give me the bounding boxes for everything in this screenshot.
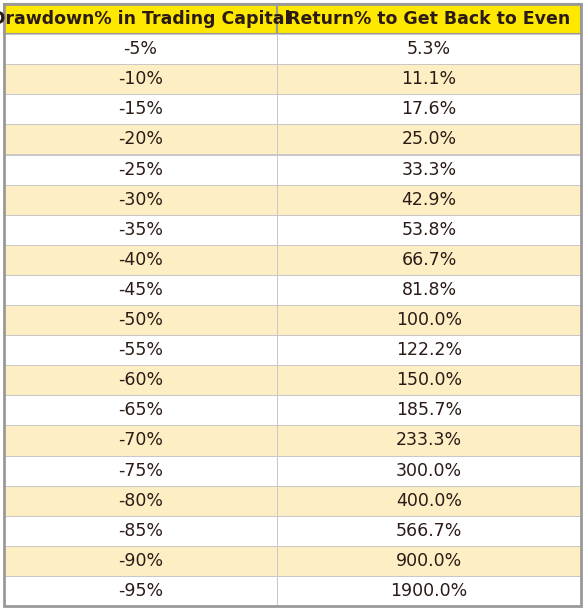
Text: 900.0%: 900.0% bbox=[396, 552, 462, 570]
Bar bbox=[277, 64, 581, 95]
Text: 11.1%: 11.1% bbox=[401, 70, 456, 88]
Bar bbox=[4, 185, 277, 215]
Text: -10%: -10% bbox=[118, 70, 163, 88]
Bar bbox=[4, 486, 277, 515]
Bar bbox=[277, 515, 581, 546]
Bar bbox=[4, 305, 277, 335]
Bar bbox=[4, 275, 277, 305]
Bar bbox=[277, 305, 581, 335]
Bar bbox=[4, 95, 277, 124]
Bar bbox=[277, 456, 581, 486]
Bar bbox=[277, 95, 581, 124]
Bar bbox=[277, 34, 581, 64]
Text: 100.0%: 100.0% bbox=[396, 311, 462, 329]
Bar bbox=[277, 395, 581, 425]
Bar bbox=[4, 64, 277, 95]
Bar bbox=[4, 365, 277, 395]
Bar bbox=[4, 576, 277, 606]
Text: 5.3%: 5.3% bbox=[407, 40, 451, 58]
Text: -50%: -50% bbox=[118, 311, 163, 329]
Bar bbox=[4, 154, 277, 185]
Bar bbox=[4, 245, 277, 275]
Bar bbox=[4, 456, 277, 486]
Bar bbox=[4, 4, 277, 34]
Bar bbox=[277, 245, 581, 275]
Bar bbox=[277, 275, 581, 305]
Text: 400.0%: 400.0% bbox=[396, 492, 462, 509]
Bar bbox=[4, 515, 277, 546]
Text: 122.2%: 122.2% bbox=[396, 341, 462, 359]
Bar bbox=[277, 576, 581, 606]
Text: -45%: -45% bbox=[118, 281, 163, 299]
Bar bbox=[277, 154, 581, 185]
Text: Drawdown% in Trading Capital: Drawdown% in Trading Capital bbox=[0, 10, 290, 28]
Text: -60%: -60% bbox=[118, 371, 163, 389]
Bar bbox=[4, 124, 277, 154]
Text: 81.8%: 81.8% bbox=[401, 281, 456, 299]
Bar bbox=[277, 546, 581, 576]
Text: 25.0%: 25.0% bbox=[401, 131, 456, 148]
Text: 42.9%: 42.9% bbox=[401, 191, 456, 209]
Bar bbox=[277, 215, 581, 245]
Bar bbox=[4, 395, 277, 425]
Bar bbox=[4, 34, 277, 64]
Text: -85%: -85% bbox=[118, 522, 163, 540]
Bar bbox=[277, 185, 581, 215]
Text: -90%: -90% bbox=[118, 552, 163, 570]
Bar bbox=[4, 335, 277, 365]
Bar bbox=[4, 425, 277, 456]
Text: -20%: -20% bbox=[118, 131, 163, 148]
Bar bbox=[277, 486, 581, 515]
Text: 150.0%: 150.0% bbox=[396, 371, 462, 389]
Text: -75%: -75% bbox=[118, 462, 163, 479]
Text: -55%: -55% bbox=[118, 341, 163, 359]
Text: 17.6%: 17.6% bbox=[401, 101, 456, 118]
Text: -65%: -65% bbox=[118, 401, 163, 419]
Text: 53.8%: 53.8% bbox=[401, 221, 456, 239]
Bar bbox=[277, 124, 581, 154]
Bar bbox=[277, 365, 581, 395]
Text: 300.0%: 300.0% bbox=[396, 462, 462, 479]
Text: 185.7%: 185.7% bbox=[396, 401, 462, 419]
Text: -35%: -35% bbox=[118, 221, 163, 239]
Bar bbox=[4, 215, 277, 245]
Text: 566.7%: 566.7% bbox=[396, 522, 462, 540]
Text: -95%: -95% bbox=[118, 582, 163, 600]
Text: -25%: -25% bbox=[118, 160, 163, 179]
Text: 66.7%: 66.7% bbox=[401, 251, 457, 269]
Text: -15%: -15% bbox=[118, 101, 163, 118]
Text: -80%: -80% bbox=[118, 492, 163, 509]
Bar bbox=[277, 4, 581, 34]
Text: 1900.0%: 1900.0% bbox=[390, 582, 467, 600]
Text: Return% to Get Back to Even: Return% to Get Back to Even bbox=[287, 10, 570, 28]
Text: -5%: -5% bbox=[123, 40, 157, 58]
Bar bbox=[277, 425, 581, 456]
Bar bbox=[4, 546, 277, 576]
Text: -30%: -30% bbox=[118, 191, 163, 209]
Text: 233.3%: 233.3% bbox=[396, 431, 462, 450]
Bar bbox=[277, 335, 581, 365]
Text: -70%: -70% bbox=[118, 431, 163, 450]
Text: 33.3%: 33.3% bbox=[401, 160, 456, 179]
Text: -40%: -40% bbox=[118, 251, 163, 269]
